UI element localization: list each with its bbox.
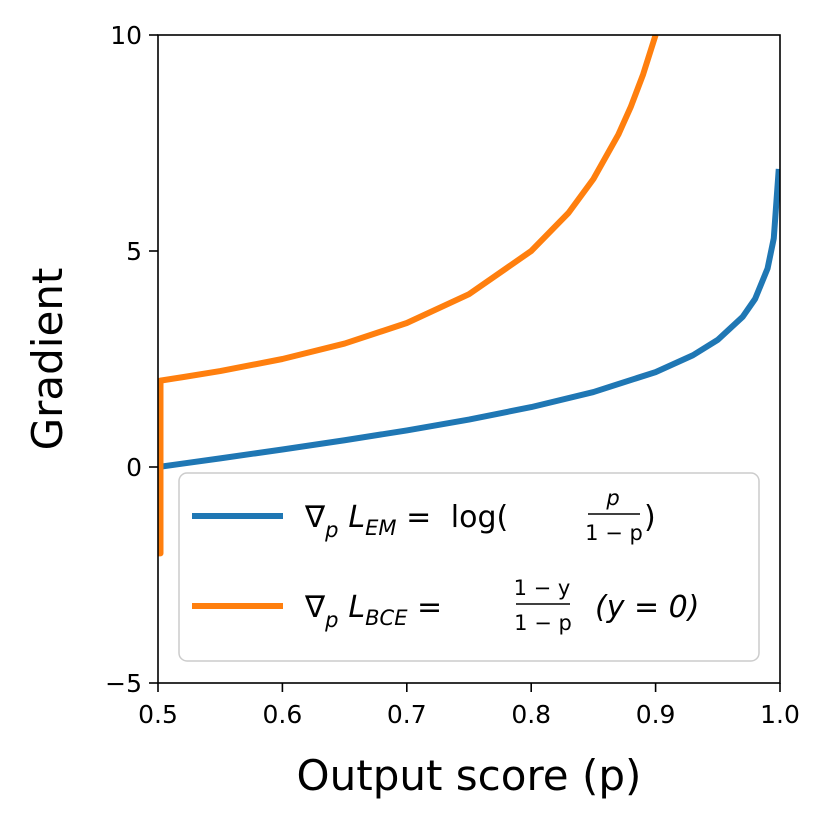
legend-bce-condition: (y = 0) — [595, 590, 699, 625]
x-tick-label: 0.7 — [387, 700, 427, 729]
legend-bce-numerator: 1 − y — [514, 576, 571, 600]
x-axis-label: Output score (p) — [297, 751, 642, 800]
y-axis-ticks: −5 0 5 10 — [105, 21, 158, 698]
legend-entry-bce: ∇p LBCE = 1 − y 1 − p (y = 0) — [192, 576, 699, 635]
legend-bce-denominator: 1 − p — [514, 611, 572, 635]
series-line-em — [158, 168, 780, 470]
x-tick-label: 1.0 — [760, 700, 800, 729]
series-line-bce — [158, 35, 659, 557]
legend-entry-em: ∇p LEM = log( p 1 − p ) — [192, 486, 656, 545]
x-tick-label: 0.6 — [263, 700, 303, 729]
x-axis-ticks: 0.5 0.6 0.7 0.8 0.9 1.0 — [138, 683, 800, 729]
plot-frame — [157, 34, 781, 684]
y-tick-label: 0 — [126, 453, 142, 482]
y-axis-label: Gradient — [23, 268, 72, 451]
x-tick-label: 0.5 — [138, 700, 178, 729]
y-tick-label: −5 — [105, 669, 142, 698]
x-tick-label: 0.8 — [511, 700, 551, 729]
legend-em-close: ) — [644, 500, 656, 535]
legend-text-bce: ∇p LBCE = — [304, 590, 452, 632]
y-tick-label: 5 — [126, 237, 142, 266]
legend-em-denominator: 1 − p — [585, 521, 643, 545]
legend: ∇p LEM = log( p 1 − p ) ∇p LBCE = 1 − y 1 … — [178, 472, 760, 662]
legend-text-em: ∇p LEM = log( — [304, 500, 508, 542]
legend-em-numerator: p — [605, 486, 619, 510]
x-tick-label: 0.9 — [636, 700, 676, 729]
y-tick-label: 10 — [110, 21, 142, 50]
legend-box — [178, 472, 760, 662]
series-layer — [158, 35, 780, 557]
